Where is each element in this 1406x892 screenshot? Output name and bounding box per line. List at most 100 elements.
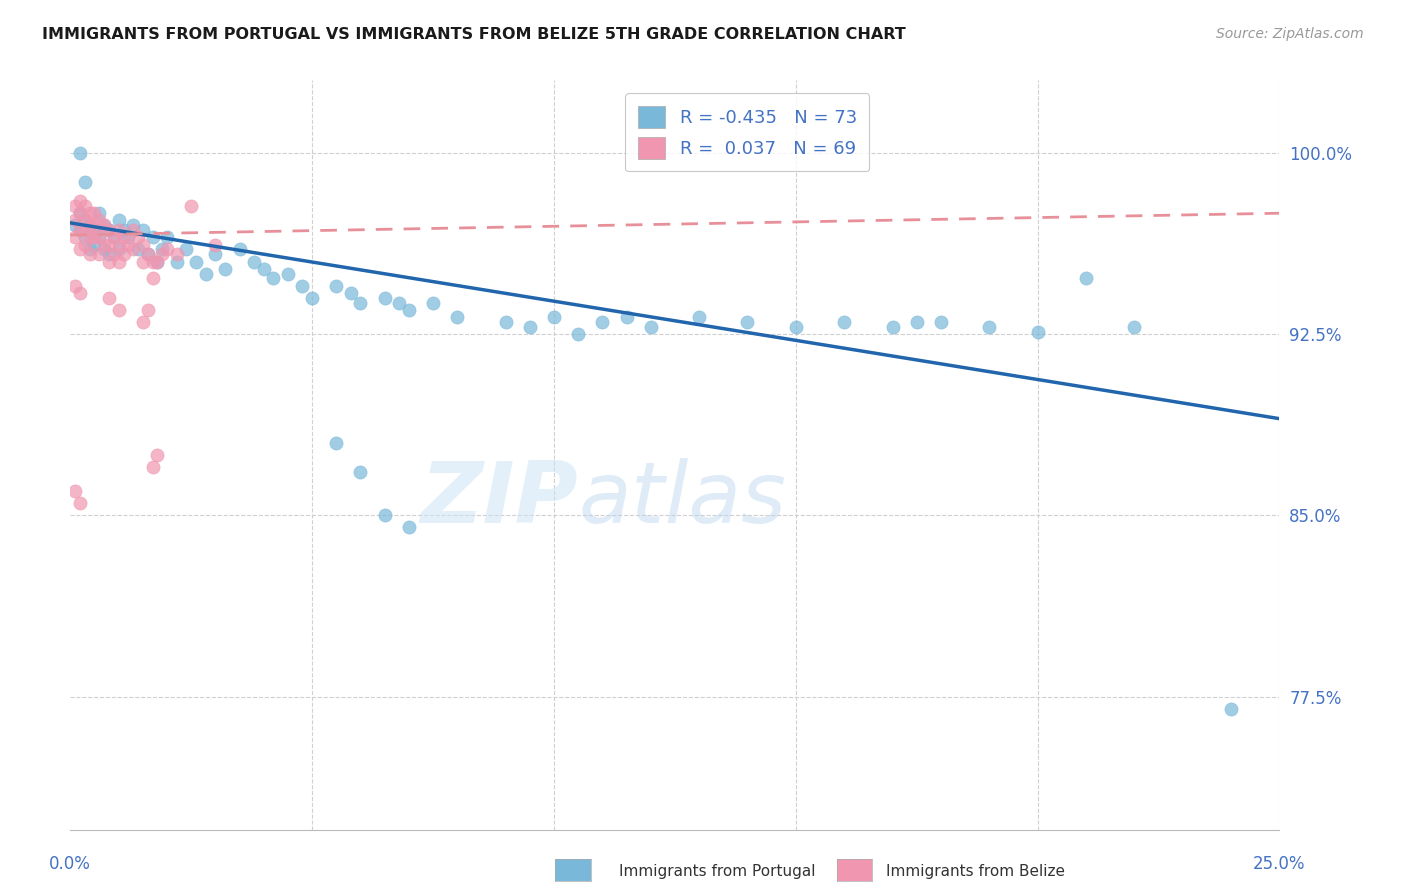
Point bbox=[243, 254, 266, 268]
Point bbox=[122, 223, 145, 237]
Point bbox=[262, 271, 284, 285]
Point bbox=[73, 199, 96, 213]
Point bbox=[340, 285, 363, 300]
Point bbox=[117, 230, 139, 244]
Point bbox=[107, 254, 129, 268]
Legend: R = -0.435   N = 73, R =  0.037   N = 69: R = -0.435 N = 73, R = 0.037 N = 69 bbox=[626, 93, 869, 171]
Point bbox=[832, 315, 855, 329]
Point bbox=[882, 319, 904, 334]
Point bbox=[93, 219, 115, 233]
Point bbox=[979, 319, 1001, 334]
Point bbox=[69, 145, 91, 160]
Point bbox=[98, 223, 121, 237]
Text: Immigrants from Portugal: Immigrants from Portugal bbox=[619, 864, 815, 879]
Point bbox=[89, 206, 111, 220]
Point bbox=[79, 243, 101, 257]
Point bbox=[69, 243, 91, 257]
Point bbox=[132, 223, 155, 237]
Point bbox=[73, 175, 96, 189]
Point bbox=[122, 219, 145, 233]
Point bbox=[122, 243, 145, 257]
Point bbox=[146, 254, 169, 268]
Point bbox=[150, 247, 173, 261]
Point bbox=[349, 465, 371, 479]
Point bbox=[127, 230, 149, 244]
Point bbox=[112, 247, 135, 261]
Point bbox=[543, 310, 565, 325]
Point bbox=[495, 315, 517, 329]
Point bbox=[103, 230, 125, 244]
Point bbox=[107, 213, 129, 227]
Point bbox=[156, 243, 179, 257]
Point bbox=[89, 230, 111, 244]
Text: ZIP: ZIP bbox=[420, 458, 578, 541]
Point bbox=[146, 254, 169, 268]
Point bbox=[184, 254, 207, 268]
Point bbox=[79, 219, 101, 233]
Point bbox=[388, 295, 411, 310]
Point bbox=[567, 327, 589, 342]
Point bbox=[253, 261, 276, 276]
Point bbox=[301, 291, 323, 305]
Point bbox=[69, 496, 91, 510]
Point bbox=[905, 315, 928, 329]
Point bbox=[136, 247, 159, 261]
Point bbox=[107, 223, 129, 237]
Point bbox=[156, 230, 179, 244]
Point bbox=[69, 285, 91, 300]
Point bbox=[69, 223, 91, 237]
Point bbox=[89, 230, 111, 244]
Point bbox=[69, 206, 91, 220]
Point bbox=[446, 310, 468, 325]
Point bbox=[93, 219, 115, 233]
Point bbox=[112, 223, 135, 237]
Point bbox=[785, 319, 807, 334]
Point bbox=[204, 237, 226, 252]
Point bbox=[176, 243, 198, 257]
Point bbox=[180, 199, 202, 213]
Point bbox=[166, 254, 188, 268]
Point bbox=[83, 223, 105, 237]
Point bbox=[83, 230, 105, 244]
Point bbox=[79, 247, 101, 261]
Point bbox=[519, 319, 541, 334]
Text: 25.0%: 25.0% bbox=[1253, 855, 1306, 872]
Point bbox=[103, 247, 125, 261]
Point bbox=[69, 223, 91, 237]
Point bbox=[325, 278, 347, 293]
Point bbox=[136, 302, 159, 317]
Point bbox=[1074, 271, 1097, 285]
Point bbox=[93, 243, 115, 257]
Point bbox=[929, 315, 952, 329]
Point bbox=[79, 230, 101, 244]
Point bbox=[214, 261, 236, 276]
Text: IMMIGRANTS FROM PORTUGAL VS IMMIGRANTS FROM BELIZE 5TH GRADE CORRELATION CHART: IMMIGRANTS FROM PORTUGAL VS IMMIGRANTS F… bbox=[42, 27, 905, 42]
Point bbox=[63, 484, 86, 499]
Point bbox=[616, 310, 638, 325]
Point bbox=[63, 219, 86, 233]
Point bbox=[73, 213, 96, 227]
Point bbox=[98, 291, 121, 305]
Text: atlas: atlas bbox=[578, 458, 786, 541]
Point bbox=[146, 448, 169, 462]
Point bbox=[398, 520, 420, 534]
Point bbox=[89, 247, 111, 261]
Point bbox=[204, 247, 226, 261]
Point bbox=[79, 206, 101, 220]
Point bbox=[117, 237, 139, 252]
Point bbox=[63, 278, 86, 293]
Point bbox=[93, 237, 115, 252]
Text: Immigrants from Belize: Immigrants from Belize bbox=[886, 864, 1064, 879]
Point bbox=[73, 223, 96, 237]
Point bbox=[688, 310, 710, 325]
Point bbox=[422, 295, 444, 310]
Point bbox=[89, 213, 111, 227]
Point bbox=[640, 319, 662, 334]
Point bbox=[228, 243, 250, 257]
Point bbox=[127, 243, 149, 257]
Point bbox=[349, 295, 371, 310]
Text: 0.0%: 0.0% bbox=[49, 855, 91, 872]
Point bbox=[63, 230, 86, 244]
Point bbox=[132, 254, 155, 268]
Point bbox=[194, 267, 217, 281]
